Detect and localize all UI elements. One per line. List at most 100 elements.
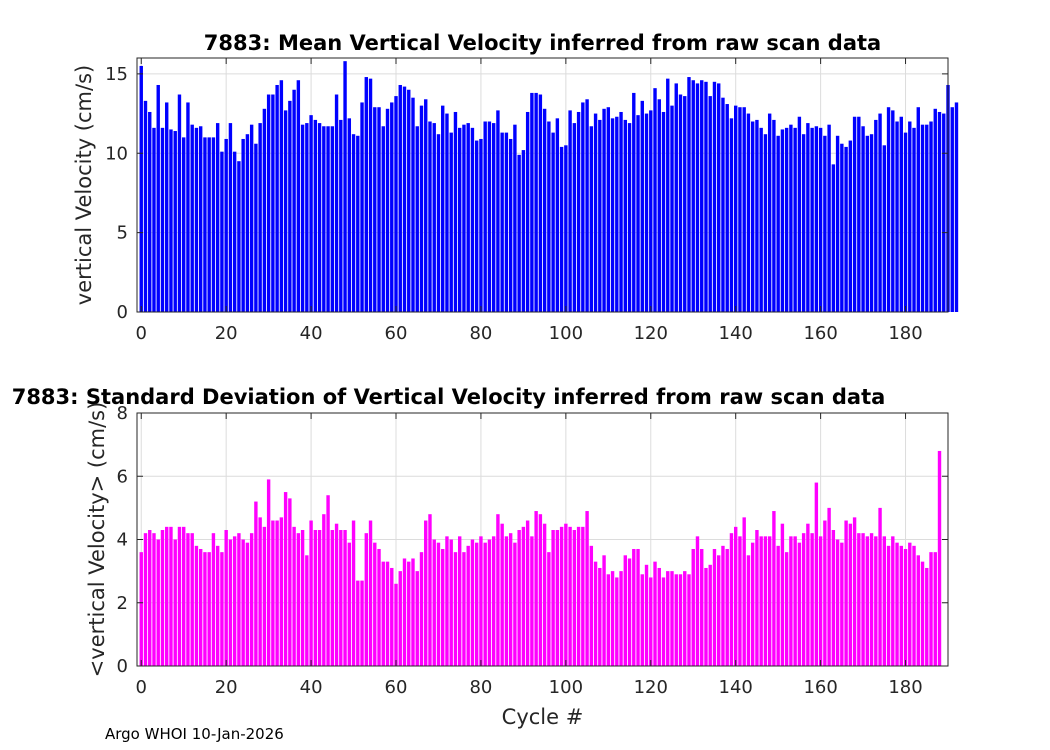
bar bbox=[203, 552, 207, 666]
bar bbox=[547, 121, 551, 312]
bar bbox=[763, 134, 768, 312]
x-tick-label: 100 bbox=[549, 677, 583, 698]
bar bbox=[432, 539, 436, 666]
bar bbox=[288, 100, 292, 312]
bar bbox=[339, 119, 343, 312]
axes-box bbox=[136, 57, 949, 313]
bar bbox=[508, 138, 513, 312]
bar bbox=[390, 102, 394, 312]
bar bbox=[691, 80, 695, 312]
bar bbox=[903, 548, 908, 666]
x-tick-label: 140 bbox=[719, 323, 753, 344]
bar bbox=[530, 92, 534, 312]
bar bbox=[661, 577, 666, 666]
bar bbox=[177, 94, 182, 312]
bar bbox=[237, 533, 241, 666]
bar bbox=[810, 533, 814, 666]
bar bbox=[458, 127, 462, 312]
bar bbox=[232, 151, 237, 312]
bar bbox=[504, 536, 509, 666]
bar bbox=[262, 526, 267, 666]
bar bbox=[334, 94, 339, 312]
bar bbox=[589, 126, 594, 312]
bar bbox=[755, 530, 759, 666]
bar bbox=[852, 517, 857, 666]
bar bbox=[343, 61, 347, 312]
bar bbox=[186, 102, 190, 312]
bar bbox=[334, 523, 339, 666]
bar bbox=[848, 140, 853, 312]
bar bbox=[602, 108, 606, 312]
bar bbox=[780, 129, 785, 312]
bar bbox=[458, 536, 462, 666]
bar bbox=[772, 119, 776, 312]
bar bbox=[483, 542, 487, 666]
bar bbox=[194, 127, 199, 312]
bar bbox=[513, 124, 517, 312]
bar bbox=[241, 138, 245, 312]
bar bbox=[581, 102, 585, 312]
bar bbox=[844, 146, 848, 312]
bar bbox=[249, 533, 254, 666]
bar bbox=[801, 134, 806, 312]
bar bbox=[937, 111, 942, 312]
bar bbox=[415, 571, 419, 667]
bar bbox=[644, 564, 649, 666]
bar bbox=[394, 583, 398, 666]
bar bbox=[717, 555, 721, 666]
x-tick-label: 160 bbox=[803, 677, 837, 698]
bar bbox=[827, 507, 831, 667]
bar bbox=[670, 571, 674, 667]
bar bbox=[411, 97, 415, 312]
bar bbox=[309, 115, 313, 313]
bar bbox=[559, 526, 564, 666]
bar bbox=[661, 111, 666, 312]
y-axis-label: <vertical Velocity> (cm/s) bbox=[85, 402, 109, 678]
bar bbox=[576, 526, 581, 666]
bar bbox=[551, 132, 555, 312]
bar bbox=[143, 533, 148, 666]
bar bbox=[317, 123, 322, 312]
bar bbox=[402, 558, 407, 666]
bar bbox=[687, 77, 691, 312]
bar bbox=[712, 81, 717, 312]
bar bbox=[322, 514, 326, 666]
bar bbox=[190, 124, 194, 312]
bar bbox=[173, 131, 177, 312]
chart-title: 7883: Standard Deviation of Vertical Vel… bbox=[12, 385, 886, 409]
bar bbox=[296, 80, 301, 312]
bar bbox=[224, 530, 228, 666]
bar bbox=[725, 548, 729, 666]
bar bbox=[525, 520, 530, 666]
bar bbox=[241, 539, 245, 666]
bar bbox=[700, 548, 704, 666]
bar bbox=[326, 495, 330, 666]
bar bbox=[530, 536, 534, 666]
bar bbox=[462, 124, 466, 312]
bar bbox=[903, 132, 908, 312]
y-axis-label: vertical Velocity (cm/s) bbox=[72, 65, 96, 305]
bar bbox=[453, 111, 458, 312]
bar bbox=[891, 536, 895, 666]
bar bbox=[432, 123, 436, 312]
bar bbox=[194, 545, 199, 666]
x-tick-label: 140 bbox=[719, 677, 753, 698]
bar bbox=[373, 542, 377, 666]
x-tick-label: 120 bbox=[634, 677, 668, 698]
bar bbox=[436, 134, 441, 312]
bar bbox=[483, 121, 487, 312]
bar bbox=[683, 571, 687, 667]
bar bbox=[793, 536, 797, 666]
bar bbox=[891, 110, 895, 312]
bar bbox=[470, 539, 475, 666]
bar bbox=[313, 530, 318, 666]
bar bbox=[925, 567, 929, 666]
bar bbox=[283, 492, 288, 666]
bar bbox=[878, 507, 882, 667]
bar bbox=[521, 526, 526, 666]
bar bbox=[602, 555, 606, 666]
bar bbox=[160, 127, 165, 312]
bar bbox=[173, 539, 177, 666]
bar bbox=[704, 567, 708, 666]
bar bbox=[865, 135, 870, 312]
